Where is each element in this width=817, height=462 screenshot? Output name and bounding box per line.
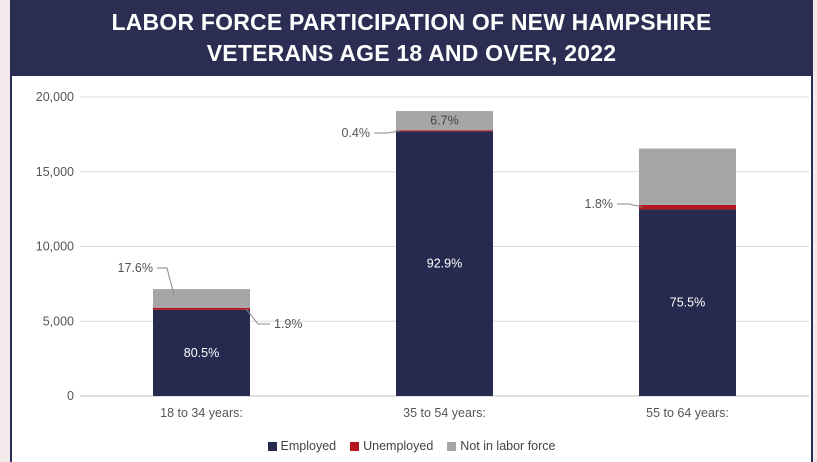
chart-title-line-1: LABOR FORCE PARTICIPATION OF NEW HAMPSHI… (111, 9, 712, 35)
data-label-employed: 75.5% (670, 296, 705, 310)
y-tick-label: 0 (67, 389, 74, 403)
data-label-not-in-labor-force: 17.6% (118, 261, 153, 275)
segment-not-in-labor-force-bar (639, 148, 736, 205)
data-label-unemployed: 1.9% (274, 317, 303, 331)
chart-svg: 0 5,000 10,000 15,000 20,000 18 to 34 years: 8… (36, 90, 809, 420)
chart-frame: LABOR FORCE PARTICIPATION OF NEW HAMPSHI… (10, 0, 813, 462)
segment-unemployed-bar (639, 204, 736, 210)
data-label-unemployed: 0.4% (342, 126, 371, 140)
y-tick-label: 10,000 (36, 240, 74, 254)
data-label-employed: 92.9% (427, 257, 462, 271)
legend: Employed Unemployed Not in labor force (12, 436, 811, 456)
y-tick-label: 5,000 (43, 314, 74, 328)
leader-line (245, 308, 270, 325)
y-tick-label: 20,000 (36, 90, 74, 104)
chart-title: LABOR FORCE PARTICIPATION OF NEW HAMPSHI… (10, 0, 813, 76)
leader-line (617, 203, 644, 208)
chart-title-line-2: VETERANS AGE 18 AND OVER, 2022 (206, 40, 617, 66)
legend-label-unemployed: Unemployed (363, 439, 434, 453)
segment-unemployed-bar (396, 130, 493, 132)
leader-line (157, 267, 175, 296)
segment-not-in-labor-force-bar (396, 111, 493, 131)
legend-item-employed: Employed (267, 439, 337, 453)
segment-employed-bar (639, 209, 736, 396)
segment-employed-bar (396, 131, 493, 396)
data-label-not-in-labor-force: 6.7% (430, 114, 459, 128)
legend-item-unemployed: Unemployed (350, 439, 433, 453)
legend-label-not-in-labor-force: Not in labor force (460, 439, 556, 453)
segment-not-in-labor-force-bar (153, 289, 250, 308)
segment-employed-bar (153, 309, 250, 396)
plot-area: 0 5,000 10,000 15,000 20,000 18 to 34 years: 8… (12, 76, 811, 462)
x-tick-label: 18 to 34 years: (160, 406, 243, 420)
data-label-employed: 80.5% (184, 346, 219, 360)
data-label-unemployed: 1.8% (585, 197, 614, 211)
segment-unemployed-bar (153, 307, 250, 310)
y-tick-label: 15,000 (36, 165, 74, 179)
x-tick-label: 55 to 64 years: (646, 406, 729, 420)
legend-item-not-in-labor-force: Not in labor force (447, 439, 555, 453)
legend-label-employed: Employed (280, 439, 337, 453)
x-tick-label: 35 to 54 years: (403, 406, 486, 420)
legend-swatch-unemployed (350, 441, 360, 451)
leader-line (374, 130, 401, 134)
legend-swatch-employed (267, 441, 277, 451)
legend-swatch-not-in-labor-force (447, 441, 457, 451)
